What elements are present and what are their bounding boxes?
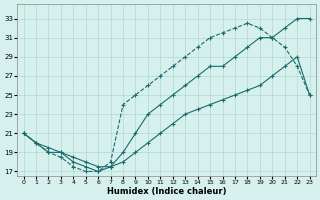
X-axis label: Humidex (Indice chaleur): Humidex (Indice chaleur) [107, 187, 226, 196]
